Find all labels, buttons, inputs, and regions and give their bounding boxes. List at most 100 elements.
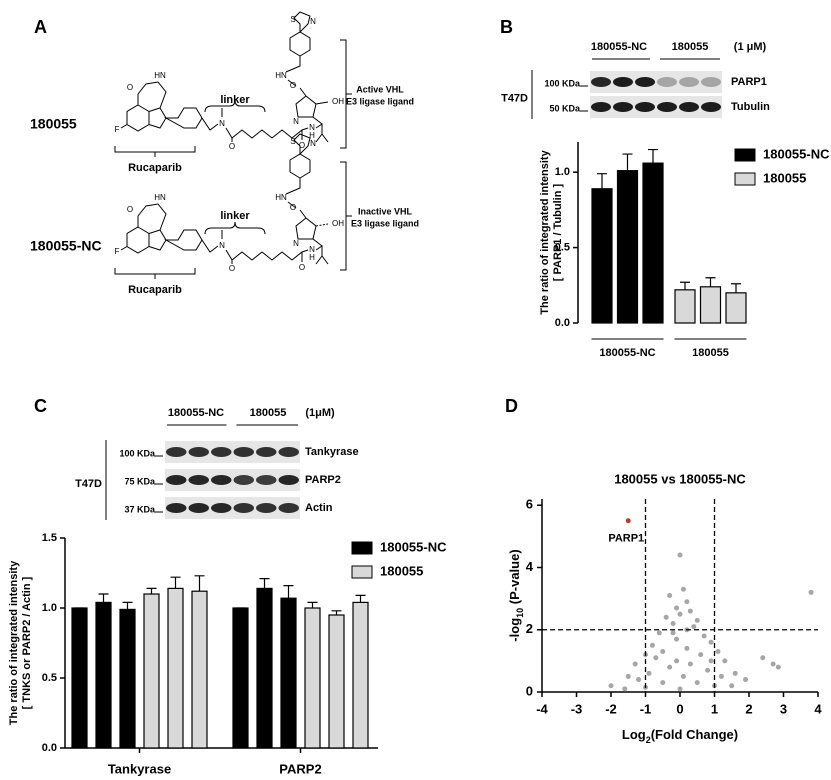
blot-strip — [165, 497, 300, 519]
blot-header: (1 μM) — [734, 41, 767, 53]
x-tick-label: -2 — [605, 701, 617, 716]
bar — [674, 289, 696, 324]
band — [256, 503, 277, 513]
band — [657, 77, 677, 87]
point — [708, 639, 714, 645]
protein-label: PARP1 — [731, 76, 767, 88]
atom-label: N — [293, 117, 299, 126]
legend-swatch — [351, 565, 373, 579]
point — [667, 664, 673, 670]
band — [591, 77, 611, 87]
x-tick-label: 3 — [780, 701, 787, 716]
band — [188, 475, 209, 485]
panel-label: A — [34, 17, 47, 37]
highlight-point — [625, 518, 631, 524]
point — [701, 633, 707, 639]
group-label: 180055 — [692, 347, 729, 359]
point — [660, 680, 666, 686]
protein-label: Actin — [305, 502, 333, 514]
bar — [232, 607, 249, 749]
error-bar — [705, 277, 716, 287]
blot-strip — [590, 96, 722, 118]
x-axis-label-part: 2 — [646, 735, 651, 745]
atom-label: N — [309, 245, 315, 254]
bar — [256, 587, 273, 749]
band — [635, 102, 655, 112]
linker-label: linker — [220, 210, 250, 222]
y-tick-label: 0.5 — [42, 672, 57, 684]
point — [656, 630, 662, 636]
atom-label: HN — [154, 71, 166, 80]
error-bar — [194, 575, 205, 592]
point — [670, 630, 676, 636]
y-tick-label: 1.5 — [42, 532, 57, 544]
y-axis-label: -log10 (P-value) — [507, 549, 525, 641]
error-bar — [648, 148, 658, 164]
point — [708, 658, 714, 664]
y-tick-label: 1.0 — [42, 602, 57, 614]
atom-label: OH — [332, 219, 344, 228]
cell-line: T47D — [75, 478, 102, 490]
atom-label: O — [290, 81, 296, 90]
band — [233, 447, 254, 457]
point — [674, 605, 680, 611]
point — [646, 670, 652, 676]
compound-name: 180055-NC — [30, 238, 102, 254]
error-bar — [731, 283, 741, 293]
point — [677, 552, 683, 558]
legend-label: 180055 — [380, 563, 423, 578]
band — [188, 503, 209, 513]
blot-header: 180055-NC — [168, 407, 224, 419]
band — [679, 77, 699, 87]
atom-label: N — [293, 239, 299, 248]
atom-label: H — [309, 253, 315, 262]
x-axis-label-part: Log — [622, 727, 646, 742]
error-bar — [283, 585, 294, 599]
band — [701, 77, 721, 87]
core-label: Rucaparib — [128, 284, 182, 296]
point — [694, 617, 700, 623]
point — [674, 636, 680, 642]
core-label: Rucaparib — [128, 162, 182, 174]
bar — [191, 590, 208, 749]
bar — [616, 170, 639, 324]
atom-label: N — [219, 119, 225, 128]
band — [278, 503, 299, 513]
bracket — [114, 268, 196, 279]
y-axis-label-part: -log — [507, 618, 522, 642]
atom-label: N — [219, 241, 225, 250]
band — [233, 503, 254, 513]
bar — [143, 593, 160, 749]
point — [808, 589, 814, 595]
band — [591, 102, 611, 112]
point — [625, 673, 631, 679]
legend-swatch — [734, 148, 756, 162]
error-bar — [331, 610, 342, 615]
y-tick-label: 0.5 — [555, 241, 570, 253]
x-tick-label: 0 — [676, 701, 683, 716]
atom-label: O — [229, 142, 235, 151]
band — [166, 475, 187, 485]
point — [743, 677, 749, 683]
bonds — [120, 133, 329, 265]
blot-header: 180055-NC — [591, 41, 647, 53]
panel-label: C — [34, 396, 47, 416]
band — [635, 77, 655, 87]
point — [732, 670, 738, 676]
cell-line: T47D — [501, 92, 528, 104]
band — [211, 475, 232, 485]
bar — [328, 614, 345, 749]
point — [687, 608, 693, 614]
linker-label: linker — [220, 94, 250, 106]
bracket — [114, 146, 196, 157]
atom-label: S — [290, 15, 295, 24]
error-bar — [122, 601, 133, 610]
point — [770, 661, 776, 667]
atom-label: F — [115, 247, 120, 256]
error-bar — [98, 593, 109, 603]
bar — [119, 608, 136, 749]
atom-label: HN — [275, 193, 287, 202]
x-tick-label: -3 — [571, 701, 583, 716]
group-label: 180055-NC — [599, 347, 655, 359]
point — [684, 599, 690, 605]
